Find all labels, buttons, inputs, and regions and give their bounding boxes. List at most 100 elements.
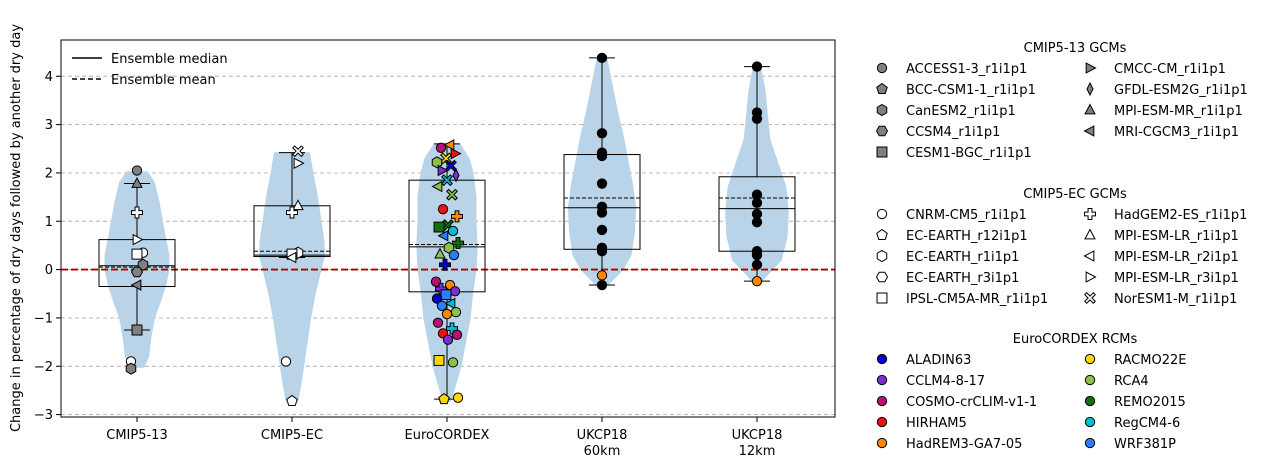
legend-marker	[1084, 353, 1096, 365]
y-tick-label: 3	[45, 118, 53, 133]
legend-item-label: EC-EARTH_r1i1p1	[906, 250, 1019, 265]
legend-marker	[876, 208, 888, 220]
legend-marker	[1085, 62, 1097, 74]
legend-group-title: CMIP5-13 GCMs	[1024, 41, 1127, 56]
legend-item-label: GFDL-ESM2G_r1i1p1	[1114, 83, 1248, 98]
legend-marker	[1084, 103, 1096, 115]
data-point	[433, 355, 445, 366]
legend-marker	[1084, 228, 1096, 240]
data-point	[447, 225, 459, 237]
inner-legend: Ensemble median Ensemble mean	[72, 52, 228, 88]
x-axis: CMIP5-13 CMIP5-EC EuroCORDEX UKCP1860kmUKCP…	[106, 417, 782, 459]
side-legend: CMIP5-13 GCMs ACCESS1-3_r1i1p1 BCC-CSM1-1_…	[875, 41, 1248, 452]
data-point	[431, 180, 443, 193]
data-point	[449, 286, 461, 297]
legend-marker	[1084, 208, 1096, 220]
data-point	[596, 150, 608, 162]
data-point	[751, 259, 763, 270]
data-point	[437, 229, 449, 242]
data-point	[596, 246, 608, 257]
data-point	[132, 233, 144, 246]
legend-item-label: HIRHAM5	[906, 416, 967, 431]
data-point	[596, 178, 608, 189]
data-point	[437, 164, 449, 177]
legend-item-label: ALADIN63	[906, 353, 971, 368]
violin	[259, 152, 325, 402]
data-point	[431, 293, 443, 304]
data-point	[137, 258, 149, 271]
data-point	[443, 139, 455, 151]
legend-marker	[876, 103, 888, 117]
data-point	[285, 251, 297, 264]
legend-item-label: MPI-ESM-MR_r1i1p1	[1114, 104, 1243, 119]
data-point	[442, 334, 454, 345]
data-point	[280, 356, 292, 367]
data-point	[596, 270, 608, 281]
legend-item-label: NorESM1-M_r1i1p1	[1114, 292, 1237, 307]
legend-marker	[1084, 437, 1096, 449]
data-point	[432, 317, 444, 328]
y-tick-label: −1	[34, 311, 53, 326]
data-point	[443, 241, 455, 254]
data-point	[435, 142, 447, 153]
legend-item-label: CCLM4-8-17	[906, 374, 985, 389]
data-point	[438, 393, 450, 405]
y-tick-label: 2	[45, 166, 53, 181]
data-point	[293, 157, 305, 170]
data-point	[131, 324, 143, 336]
data-points	[125, 52, 763, 406]
data-point	[450, 306, 462, 318]
legend-item-label: CMCC-CM_r1i1p1	[1114, 62, 1226, 77]
x-tick-label: CMIP5-EC	[261, 428, 323, 443]
data-point	[751, 249, 763, 261]
legend-item-label: COSMO-crCLIM-v1-1	[906, 395, 1037, 410]
legend-item-label: RegCM4-6	[1114, 416, 1180, 431]
legend-item-label: HadREM3-GA7-05	[906, 437, 1022, 452]
legend-item-label: MPI-ESM-LR_r1i1p1	[1114, 229, 1239, 244]
legend-marker	[1085, 271, 1097, 283]
legend-marker	[876, 353, 888, 365]
y-axis: −3 −2 −1 0 1 2 3 4	[34, 70, 61, 423]
data-point	[596, 128, 608, 139]
data-point	[441, 308, 453, 320]
legend-item-label: EC-EARTH_r3i1p1	[906, 271, 1019, 286]
legend-item-label: RCA4	[1114, 374, 1149, 389]
data-point	[447, 357, 459, 368]
data-point	[451, 329, 463, 341]
legend-item-label: MPI-ESM-LR_r3i1p1	[1114, 271, 1239, 286]
legend-marker	[876, 437, 888, 449]
legend-marker	[1083, 250, 1095, 262]
data-point	[433, 221, 445, 233]
legend-marker	[876, 292, 888, 304]
data-point	[448, 249, 460, 261]
y-tick-label: −2	[34, 360, 53, 375]
legend-marker	[1084, 292, 1096, 304]
legend-item-label: EC-EARTH_r12i1p1	[906, 229, 1028, 244]
x-tick-label: CMIP5-13	[106, 428, 167, 443]
x-tick-label: UKCP18	[732, 428, 783, 443]
legend-marker	[876, 228, 888, 240]
y-tick-label: 0	[45, 263, 53, 278]
legend-item-label: CNRM-CM5_r1i1p1	[906, 208, 1027, 223]
legend-item-label: ACCESS1-3_r1i1p1	[906, 62, 1027, 77]
y-tick-label: 4	[45, 70, 53, 85]
legend-item-label: WRF381P	[1114, 437, 1176, 452]
data-point	[452, 392, 464, 403]
data-point	[292, 145, 304, 158]
data-point	[446, 188, 458, 201]
data-point	[131, 176, 143, 188]
data-point	[430, 276, 442, 287]
data-point	[439, 258, 451, 271]
legend-item-label: HadGEM2-ES_r1i1p1	[1114, 208, 1247, 223]
data-point	[436, 300, 448, 312]
legend-item-label: CESM1-BGC_r1i1p1	[906, 146, 1032, 161]
legend-group-title: CMIP5-EC GCMs	[1023, 187, 1127, 202]
legend-marker	[876, 82, 888, 94]
data-point	[452, 237, 464, 249]
data-point	[131, 248, 143, 260]
x-tick-label-line2: 12km	[739, 444, 776, 459]
y-axis-label: Change in percentage of dry days followe…	[9, 24, 24, 432]
legend-item-label: BCC-CSM1-1_r1i1p1	[906, 83, 1036, 98]
data-point	[452, 168, 460, 183]
